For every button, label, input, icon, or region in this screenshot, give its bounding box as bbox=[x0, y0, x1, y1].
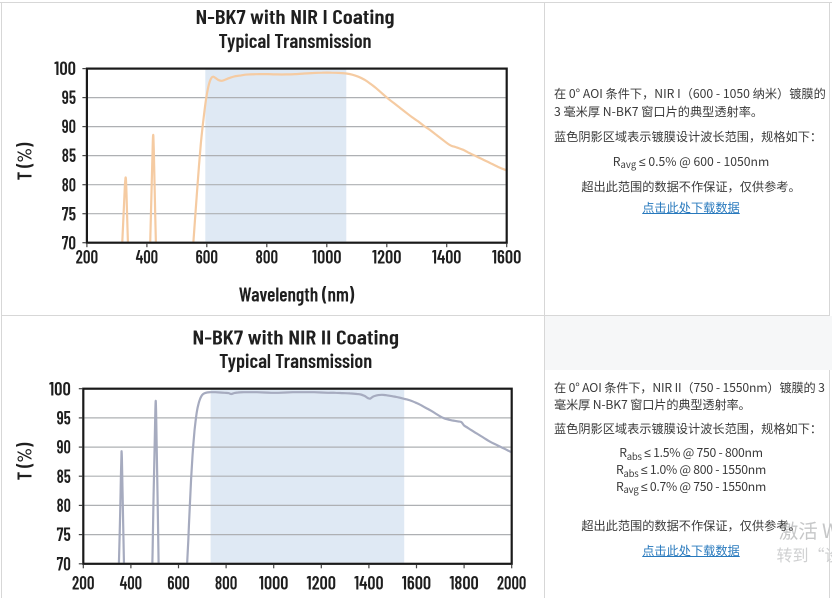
svg-text:1600: 1600 bbox=[402, 571, 431, 594]
svg-text:1600: 1600 bbox=[492, 245, 521, 268]
svg-text:800: 800 bbox=[215, 571, 238, 594]
svg-text:85: 85 bbox=[62, 143, 76, 166]
svg-text:85: 85 bbox=[57, 464, 71, 487]
svg-text:800: 800 bbox=[256, 245, 279, 268]
svg-text:100: 100 bbox=[54, 56, 76, 79]
svg-text:70: 70 bbox=[62, 230, 76, 253]
svg-text:200: 200 bbox=[76, 245, 99, 268]
svg-text:70: 70 bbox=[57, 551, 71, 574]
svg-text:Typical Transmission: Typical Transmission bbox=[219, 28, 372, 52]
svg-text:N-BK7 with NIR I Coating: N-BK7 with NIR I Coating bbox=[196, 4, 395, 28]
svg-text:90: 90 bbox=[62, 114, 76, 137]
svg-text:T (%): T (%) bbox=[12, 442, 36, 480]
svg-text:1800: 1800 bbox=[449, 571, 478, 594]
svg-text:Typical Transmission: Typical Transmission bbox=[219, 348, 372, 372]
svg-text:75: 75 bbox=[57, 522, 71, 545]
svg-text:1000: 1000 bbox=[312, 245, 341, 268]
svg-text:1200: 1200 bbox=[307, 571, 336, 594]
svg-text:75: 75 bbox=[62, 201, 76, 224]
svg-text:2000: 2000 bbox=[497, 571, 526, 594]
svg-text:N-BK7 with NIR II Coating: N-BK7 with NIR II Coating bbox=[192, 324, 399, 348]
svg-text:400: 400 bbox=[120, 571, 143, 594]
svg-text:600: 600 bbox=[196, 245, 219, 268]
svg-text:90: 90 bbox=[57, 435, 71, 458]
svg-text:1400: 1400 bbox=[432, 245, 461, 268]
svg-text:80: 80 bbox=[62, 172, 76, 195]
svg-text:600: 600 bbox=[167, 571, 190, 594]
svg-text:T (%): T (%) bbox=[12, 142, 36, 180]
svg-text:100: 100 bbox=[49, 376, 71, 399]
svg-text:200: 200 bbox=[72, 571, 95, 594]
svg-text:95: 95 bbox=[62, 85, 76, 108]
svg-text:1400: 1400 bbox=[354, 571, 383, 594]
svg-text:1200: 1200 bbox=[372, 245, 401, 268]
svg-text:400: 400 bbox=[136, 245, 159, 268]
svg-text:1000: 1000 bbox=[259, 571, 288, 594]
svg-text:Wavelength (nm): Wavelength (nm) bbox=[239, 282, 355, 306]
svg-text:80: 80 bbox=[57, 493, 71, 516]
svg-text:95: 95 bbox=[57, 406, 71, 429]
